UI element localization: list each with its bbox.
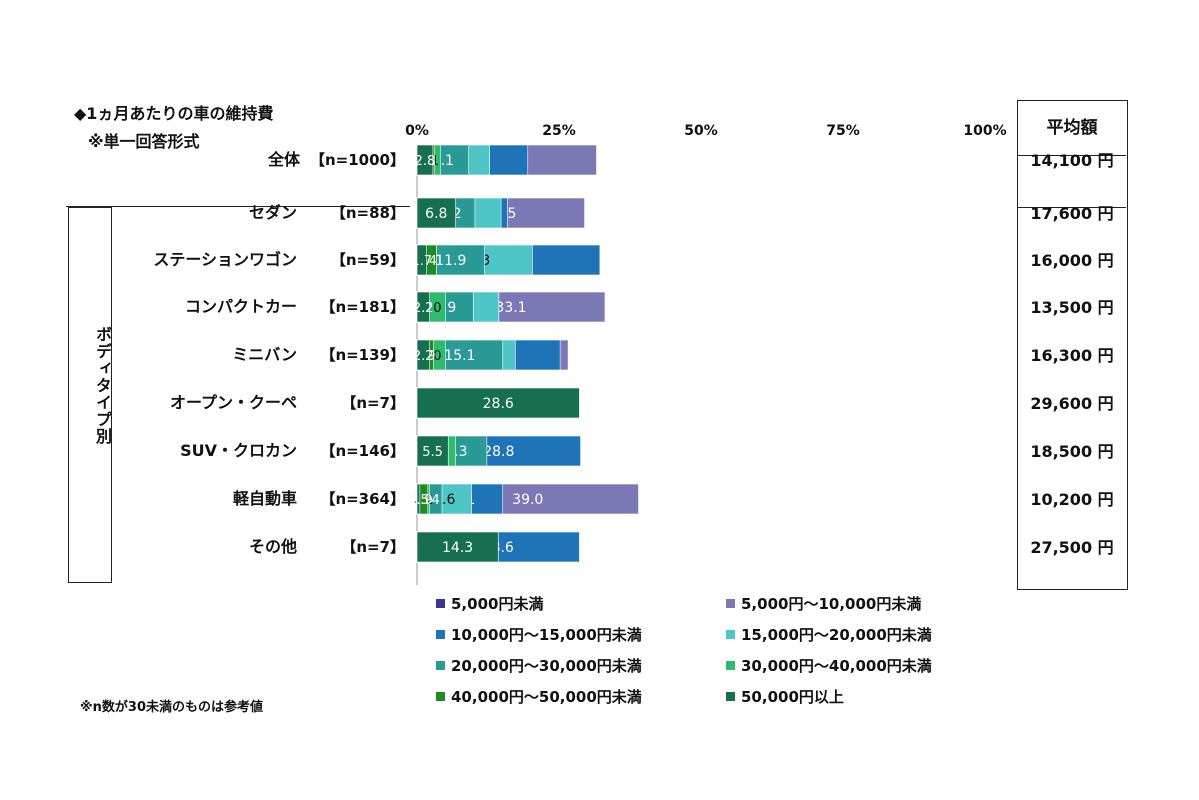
sample-size-label: 【n=181】	[320, 298, 405, 316]
average-divider	[1018, 207, 1126, 208]
chart-title-block: ◆1ヵ月あたりの車の維持費 ※単一回答形式	[74, 100, 273, 156]
legend-swatch	[726, 630, 735, 639]
category-label: 全体	[267, 150, 300, 169]
x-tick-label: 75%	[826, 123, 860, 139]
x-tick-label: 50%	[684, 123, 718, 139]
chart-title: ◆1ヵ月あたりの車の維持費	[74, 104, 274, 123]
average-amount-column: 平均額 14,100 円 17,600 円 16,000 円 13,500 円 16,3…	[1017, 100, 1128, 590]
average-value: 10,200 円	[1030, 490, 1114, 509]
category-label: SUV・クロカン	[180, 441, 297, 460]
sample-size-label: 【n=139】	[320, 346, 405, 364]
legend-swatch	[436, 661, 445, 670]
legend-swatch	[726, 661, 735, 670]
legend-item: 20,000円～30,000円未満	[436, 656, 642, 676]
chart-subtitle: ※単一回答形式	[88, 132, 200, 151]
bar-segment	[416, 197, 456, 229]
bar-value-label: 2.2	[413, 301, 434, 316]
bar-segment	[416, 244, 427, 276]
bar-value-label: 28.8	[483, 444, 514, 460]
average-value: 16,000 円	[1030, 251, 1114, 270]
bar-segment	[416, 483, 421, 515]
category-label: コンパクトカー	[184, 297, 297, 316]
average-value: 27,500 円	[1030, 538, 1114, 557]
average-value: 29,600 円	[1030, 394, 1114, 413]
legend-swatch	[436, 630, 445, 639]
legend-label: 50,000円以上	[741, 688, 844, 706]
legend-label: 10,000円～15,000円未満	[451, 626, 642, 644]
x-tick-label: 0%	[405, 123, 429, 139]
bar-value-label: 15.1	[444, 348, 475, 364]
category-label: ミニバン	[232, 345, 297, 364]
sample-size-label: 【n=59】	[330, 251, 405, 269]
average-value: 17,600 円	[1030, 204, 1114, 223]
bar-value-label: 33.1	[495, 300, 526, 316]
sample-size-label: 【n=1000】	[310, 151, 405, 169]
category-label: 軽自動車	[232, 489, 297, 508]
legend-label: 5,000円～10,000円未満	[741, 595, 922, 613]
legend-swatch	[726, 692, 735, 701]
sample-size-label: 【n=146】	[320, 442, 405, 460]
legend-label: 15,000円～20,000円未満	[741, 626, 932, 644]
average-value: 13,500 円	[1030, 298, 1114, 317]
bar-value-label: 28.6	[483, 396, 514, 412]
legend-label: 30,000円～40,000円未満	[741, 657, 932, 675]
category-label: その他	[248, 537, 297, 556]
bar-value-label: 11.9	[435, 253, 466, 269]
category-label: オープン・クーペ	[169, 393, 297, 412]
legend-item: 15,000円～20,000円未満	[726, 625, 932, 645]
sample-size-label: 【n=88】	[330, 204, 405, 222]
bar-value-label: 14.3	[442, 540, 473, 556]
sample-size-label: 【n=7】	[341, 538, 405, 556]
category-label: ステーションワゴン	[153, 250, 297, 269]
legend-item: 10,000円～15,000円未満	[436, 625, 642, 645]
bar-value-label: 2.8	[415, 154, 436, 169]
average-header: 平均額	[1018, 101, 1126, 156]
bar-value-label: 2.2	[413, 349, 434, 364]
bar-segment	[416, 387, 580, 419]
legend-item: 30,000円～40,000円未満	[726, 656, 932, 676]
category-label: セダン	[248, 203, 297, 222]
legend-label: 20,000円～30,000円未満	[451, 657, 642, 675]
bar-value-label: 0.5	[408, 493, 429, 508]
sample-size-label: 【n=364】	[320, 490, 405, 508]
average-value: 18,500 円	[1030, 442, 1114, 461]
body-type-group-label: ボディタイプ別	[93, 326, 112, 445]
bar-segment	[416, 435, 449, 467]
bar-segment	[416, 339, 430, 371]
average-value: 14,100 円	[1030, 151, 1114, 170]
bar-value-label: 6.8	[425, 206, 447, 222]
legend-swatch	[726, 599, 735, 608]
bar-segment	[416, 531, 499, 563]
legend-item: 5,000円未満	[436, 594, 543, 614]
sample-size-label: 【n=7】	[341, 394, 405, 412]
x-tick-label: 100%	[963, 123, 1006, 139]
legend-swatch	[436, 692, 445, 701]
bar-segment	[416, 291, 430, 323]
legend-item: 40,000円～50,000円未満	[436, 687, 642, 707]
bar-value-label: 5.5	[422, 445, 443, 460]
bar-segment	[416, 144, 434, 176]
body-type-group-box: ボディタイプ別	[68, 207, 112, 583]
legend-swatch	[436, 599, 445, 608]
bar-value-label: 39.0	[512, 492, 543, 508]
footnote: ※n数が30未満のものは参考値	[80, 700, 263, 715]
average-value: 16,300 円	[1030, 346, 1114, 365]
legend-item: 5,000円～10,000円未満	[726, 594, 921, 614]
legend-item: 50,000円以上	[726, 687, 844, 707]
bar-value-label: 1.7	[411, 254, 432, 269]
legend-label: 40,000円～50,000円未満	[451, 688, 642, 706]
legend-label: 5,000円未満	[451, 595, 544, 613]
x-tick-label: 25%	[542, 123, 576, 139]
overall-divider	[66, 206, 410, 207]
